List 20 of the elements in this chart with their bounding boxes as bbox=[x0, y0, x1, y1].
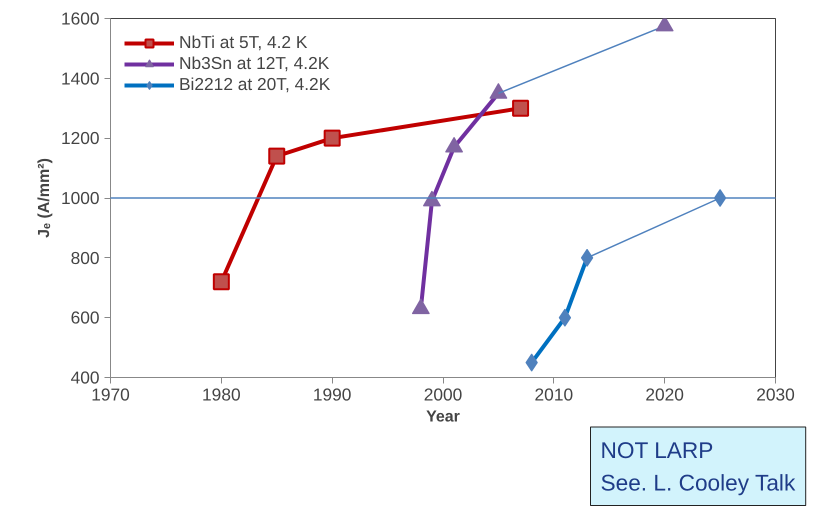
text: NOT LARP See. L. Cooley Talk bbox=[600, 437, 796, 496]
y-tick-label: 1400 bbox=[60, 68, 100, 88]
x-tick-label: 1980 bbox=[202, 384, 241, 404]
legend-label: Bi2212 at 20T, 4.2K bbox=[179, 74, 330, 95]
legend-label: NbTi at 5T, 4.2 K bbox=[179, 32, 308, 53]
y-axis-title: Jₑ (A/mm²) bbox=[36, 158, 53, 238]
x-axis-title: Year bbox=[426, 408, 460, 426]
x-tick-label: 1990 bbox=[312, 384, 352, 404]
x-tick-label: 2020 bbox=[645, 384, 684, 404]
y-tick-label: 800 bbox=[70, 248, 100, 268]
y-tick-label: 1200 bbox=[60, 128, 100, 148]
x-tick-label: 2030 bbox=[756, 384, 795, 404]
y-tick-label: 400 bbox=[70, 368, 100, 388]
legend-label: Nb3Sn at 12T, 4.2K bbox=[179, 53, 330, 74]
x-tick-label: 2010 bbox=[534, 384, 574, 404]
x-tick-label: 1970 bbox=[91, 384, 130, 404]
y-tick-label: 1600 bbox=[60, 8, 100, 28]
y-tick-label: 1000 bbox=[60, 188, 100, 208]
x-tick-label: 2000 bbox=[424, 384, 462, 404]
y-tick-label: 600 bbox=[70, 308, 100, 328]
